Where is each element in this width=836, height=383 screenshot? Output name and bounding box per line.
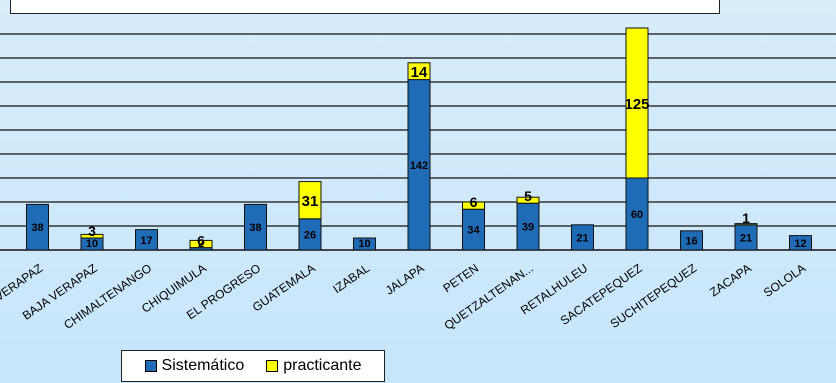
- data-label-sistematico: 17: [140, 235, 152, 247]
- data-label-practicante: 1: [742, 210, 750, 226]
- data-label-practicante: 14: [411, 64, 428, 81]
- category-label: PETEN: [440, 261, 481, 295]
- legend-item-practicante: practicante: [266, 357, 361, 375]
- bar-practicante: [189, 239, 213, 249]
- bar-sistematico: [244, 203, 267, 251]
- data-label-practicante: 6: [470, 194, 478, 210]
- data-label-sistematico: 21: [576, 232, 588, 244]
- legend-label-practicante: practicante: [283, 357, 362, 374]
- bar-practicante: [80, 233, 104, 239]
- bar-practicante: [516, 196, 540, 204]
- data-label-sistematico: 142: [410, 160, 428, 172]
- data-label-practicante: 3: [88, 223, 96, 239]
- bar-practicante: [462, 201, 485, 210]
- legend-item-sistematico: Sistemático: [144, 357, 245, 375]
- data-label-sistematico: 38: [249, 222, 261, 234]
- legend-swatch-sistematico: [144, 360, 157, 372]
- category-label: IZABAL: [330, 261, 372, 296]
- bar-sistematico: [135, 229, 158, 251]
- bar-sistematico: [26, 203, 49, 251]
- legend: Sistemático practicante: [121, 350, 385, 382]
- bar-sistematico: [789, 235, 812, 251]
- data-label-practicante: 6: [197, 233, 205, 249]
- bar-practicante: [625, 27, 649, 179]
- bar-sistematico: [680, 230, 703, 251]
- data-label-sistematico: 60: [631, 209, 643, 221]
- category-label: QUETZALTENAN...: [442, 261, 536, 333]
- data-label-practicante: 125: [624, 96, 649, 113]
- data-label-sistematico: 10: [358, 238, 370, 250]
- legend-label-sistematico: Sistemático: [161, 357, 245, 374]
- data-label-sistematico: 10: [86, 238, 98, 250]
- category-label: JALAPA: [383, 261, 427, 298]
- category-label: ZACAPA: [707, 261, 754, 299]
- data-label-sistematico: 26: [304, 229, 316, 241]
- data-label-sistematico: 38: [31, 222, 43, 234]
- data-label-sistematico: 34: [467, 225, 480, 237]
- data-label-sistematico: 12: [794, 238, 806, 250]
- bar-practicante: [734, 223, 758, 226]
- chart-title-box: [10, 0, 720, 14]
- bar-practicante: [407, 62, 431, 81]
- data-label-sistematico: 39: [522, 222, 534, 234]
- bar-sistematico: [571, 224, 594, 251]
- legend-swatch-practicante: [266, 360, 279, 372]
- data-label-sistematico: 21: [740, 232, 752, 244]
- bar-practicante: [298, 181, 322, 220]
- data-label-practicante: 31: [302, 193, 319, 210]
- category-label: SOLOLA: [761, 261, 808, 300]
- data-label-sistematico: 2: [198, 238, 204, 250]
- data-label-practicante: 5: [524, 188, 532, 204]
- data-label-sistematico: 16: [685, 235, 697, 247]
- bar-sistematico: [353, 237, 376, 251]
